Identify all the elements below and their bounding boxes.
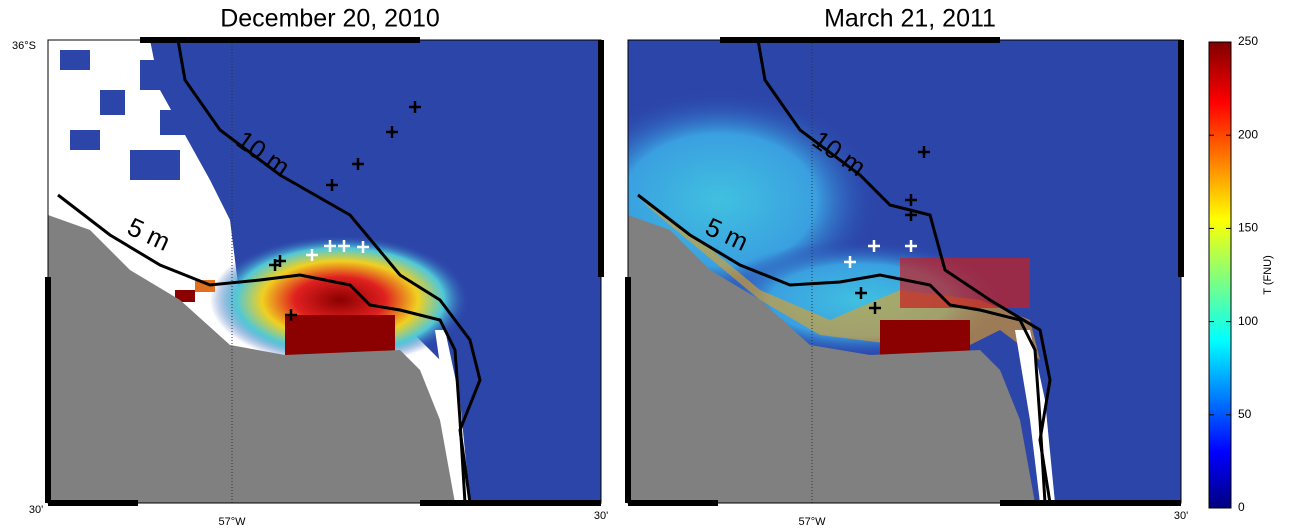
colorbar-tick-label: 100: [1238, 314, 1258, 328]
lon-label: 57°W: [798, 516, 826, 528]
colorbar-tick-label: 0: [1238, 500, 1245, 514]
colorbar-label: T (FNU): [1262, 255, 1274, 295]
frame-right: [625, 37, 1184, 506]
colorbar-tick-label: 150: [1238, 221, 1258, 235]
map-right: [628, 40, 1181, 503]
frame-left: [45, 37, 604, 506]
lon-label: 57°W: [218, 516, 246, 528]
colorbar-tick-label: 250: [1238, 34, 1258, 48]
lat-label: 30': [29, 504, 43, 516]
colorbar-scale: [1208, 41, 1232, 509]
lon-label: 30': [594, 510, 608, 522]
colorbar-tick-label: 200: [1238, 127, 1258, 141]
lon-label: 30': [1174, 510, 1188, 522]
map-left: [48, 40, 601, 503]
panel-title: December 20, 2010: [220, 5, 440, 33]
colorbar: T (FNU): [1208, 41, 1274, 509]
colorbar-tick-label: 50: [1238, 407, 1252, 421]
panel-title: March 21, 2011: [824, 5, 996, 33]
lat-label: 36°S: [12, 40, 36, 52]
